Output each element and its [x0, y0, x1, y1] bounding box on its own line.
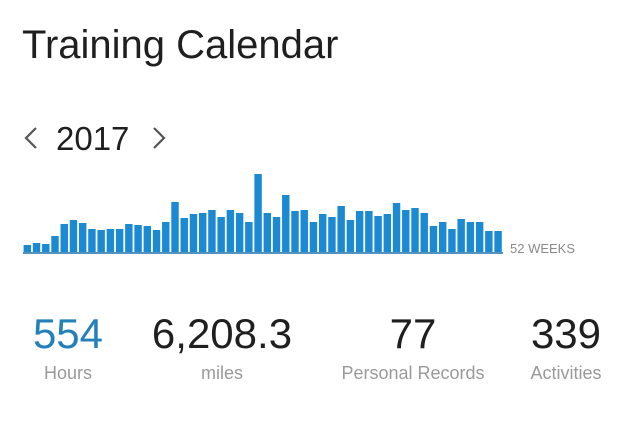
weeks-label: 52 WEEKS [510, 241, 575, 256]
week-bar [300, 210, 308, 252]
week-bar [438, 222, 447, 252]
week-bar [291, 211, 299, 252]
week-bar [217, 217, 225, 252]
week-bar [180, 218, 188, 252]
week-bar [106, 229, 115, 252]
week-bar [171, 202, 179, 252]
week-bar [383, 214, 392, 252]
week-bar [318, 214, 327, 252]
week-bar [226, 210, 235, 252]
week-bar [198, 213, 207, 252]
stat-label: Personal Records [341, 363, 484, 383]
page-title: Training Calendar [22, 23, 338, 67]
week-bar [235, 213, 244, 252]
week-bar [365, 211, 373, 252]
prev-year-button[interactable] [24, 127, 37, 149]
week-bar [78, 223, 87, 252]
week-bar [254, 174, 262, 252]
week-bar [485, 231, 493, 252]
week-bar [429, 226, 438, 252]
week-bar [263, 213, 272, 252]
week-bar [134, 225, 142, 252]
week-bar [466, 222, 475, 252]
week-bar [208, 210, 216, 252]
week-bar [189, 214, 198, 252]
week-bar [162, 222, 170, 252]
week-bar [448, 229, 456, 252]
week-bar [245, 222, 253, 252]
week-bar [97, 230, 105, 252]
week-bar [475, 222, 484, 252]
week-bar [51, 236, 59, 252]
next-year-button[interactable] [153, 127, 166, 149]
week-bar [125, 224, 133, 252]
week-bar [88, 229, 96, 252]
stat-label: miles [201, 363, 243, 383]
week-bar [143, 226, 152, 252]
week-bar [374, 216, 382, 252]
week-bar [60, 224, 68, 252]
week-bar [42, 244, 50, 252]
week-bar [152, 230, 161, 252]
week-bar [457, 219, 465, 252]
week-bar [392, 203, 401, 252]
stat-value: 77 [390, 310, 437, 357]
stat-value: 6,208.3 [152, 310, 292, 357]
week-bar [402, 210, 410, 252]
week-bar [23, 245, 32, 252]
week-bar [69, 220, 78, 252]
stat-label: Activities [530, 363, 601, 383]
week-bar [420, 213, 428, 252]
stat-value: 339 [531, 310, 601, 357]
week-bar [115, 229, 124, 252]
week-bar [328, 217, 336, 252]
year-label: 2017 [56, 120, 129, 157]
week-bar [32, 243, 41, 252]
week-bar [355, 211, 364, 252]
week-bar [309, 222, 318, 252]
week-bar [337, 206, 345, 252]
week-bar [272, 217, 281, 252]
week-bar [282, 195, 290, 252]
week-bar [346, 220, 355, 252]
week-bar [494, 231, 502, 252]
week-bar [411, 208, 419, 252]
stat-label: Hours [44, 363, 92, 383]
stat-value: 554 [33, 310, 103, 357]
